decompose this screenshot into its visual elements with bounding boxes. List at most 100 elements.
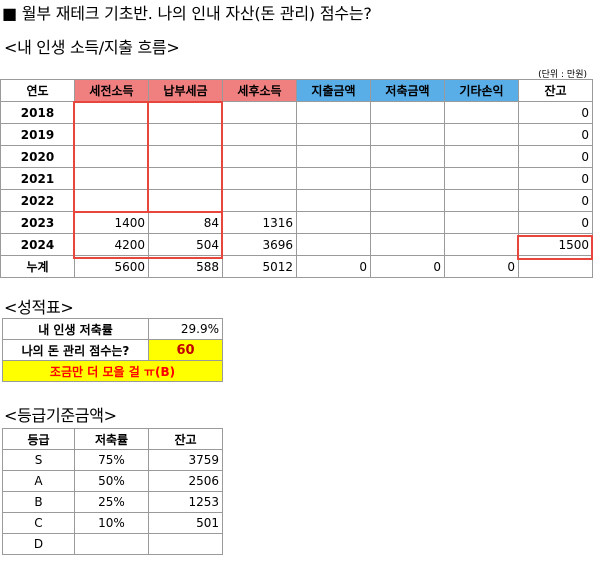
header-year[interactable]: 연도 xyxy=(0,79,75,102)
table-cell[interactable]: 3696 xyxy=(222,233,297,256)
grade-header-rate[interactable]: 저축률 xyxy=(74,428,149,450)
grade-row: B 25% 1253 xyxy=(2,491,223,513)
rate-cell[interactable]: 10% xyxy=(74,512,149,534)
table-cell[interactable]: 1500 xyxy=(518,233,593,256)
year-cell[interactable]: 2020 xyxy=(0,145,75,168)
table-cell[interactable]: 504 xyxy=(148,233,223,256)
header-savings[interactable]: 저축금액 xyxy=(370,79,445,102)
table-cell[interactable] xyxy=(370,123,445,146)
table-cell[interactable]: 0 xyxy=(370,255,445,278)
table-cell[interactable] xyxy=(444,167,519,190)
table-cell[interactable] xyxy=(74,167,149,190)
table-cell[interactable] xyxy=(370,211,445,234)
table-cell[interactable] xyxy=(444,211,519,234)
grade-cell[interactable]: A xyxy=(2,470,75,492)
table-cell[interactable]: 0 xyxy=(296,255,371,278)
rate-cell[interactable]: 50% xyxy=(74,470,149,492)
table-cell[interactable]: 0 xyxy=(518,167,593,190)
balance-cell[interactable]: 2506 xyxy=(148,470,223,492)
table-cell[interactable]: 1400 xyxy=(74,211,149,234)
table-cell[interactable] xyxy=(444,101,519,124)
table-cell[interactable] xyxy=(296,233,371,256)
table-cell[interactable] xyxy=(296,101,371,124)
table-cell[interactable] xyxy=(222,123,297,146)
table-cell[interactable] xyxy=(444,123,519,146)
balance-cell[interactable]: 501 xyxy=(148,512,223,534)
table-cell[interactable] xyxy=(148,145,223,168)
grade-header-balance[interactable]: 잔고 xyxy=(148,428,223,450)
table-cell[interactable]: 0 xyxy=(518,123,593,146)
scorecard-table: 내 인생 저축률 29.9% 나의 돈 관리 점수는? 60 조금만 더 모을 … xyxy=(2,318,223,382)
table-cell[interactable]: 84 xyxy=(148,211,223,234)
table-cell[interactable]: 1316 xyxy=(222,211,297,234)
grade-header-grade[interactable]: 등급 xyxy=(2,428,75,450)
table-cell[interactable] xyxy=(74,145,149,168)
header-expense[interactable]: 지출금액 xyxy=(296,79,371,102)
table-cell[interactable] xyxy=(370,101,445,124)
balance-cell[interactable]: 1253 xyxy=(148,491,223,513)
table-cell[interactable] xyxy=(370,189,445,212)
year-cell[interactable]: 2022 xyxy=(0,189,75,212)
table-cell[interactable]: 0 xyxy=(518,145,593,168)
table-cell[interactable] xyxy=(370,233,445,256)
grade-cell[interactable]: C xyxy=(2,512,75,534)
balance-cell[interactable] xyxy=(148,533,223,555)
table-cell[interactable] xyxy=(222,145,297,168)
rate-cell[interactable]: 25% xyxy=(74,491,149,513)
rate-cell[interactable]: 75% xyxy=(74,449,149,471)
table-cell[interactable] xyxy=(74,101,149,124)
year-cell[interactable]: 2019 xyxy=(0,123,75,146)
table-cell[interactable]: 0 xyxy=(518,101,593,124)
table-cell[interactable] xyxy=(222,189,297,212)
header-tax-paid[interactable]: 납부세금 xyxy=(148,79,223,102)
table-cell[interactable]: 588 xyxy=(148,255,223,278)
grade-cell[interactable]: S xyxy=(2,449,75,471)
grade-cell[interactable]: D xyxy=(2,533,75,555)
table-cell[interactable] xyxy=(444,189,519,212)
table-cell[interactable] xyxy=(296,189,371,212)
table-cell[interactable] xyxy=(296,145,371,168)
savings-rate-value[interactable]: 29.9% xyxy=(148,318,223,340)
table-cell[interactable] xyxy=(148,123,223,146)
table-cell[interactable] xyxy=(148,101,223,124)
table-cell[interactable] xyxy=(148,167,223,190)
table-cell[interactable] xyxy=(444,145,519,168)
table-row: 2023 1400 84 1316 0 xyxy=(0,211,593,234)
header-other-gain[interactable]: 기타손익 xyxy=(444,79,519,102)
grade-cell[interactable]: B xyxy=(2,491,75,513)
header-pretax-income[interactable]: 세전소득 xyxy=(74,79,149,102)
table-cell[interactable] xyxy=(370,167,445,190)
rate-cell[interactable] xyxy=(74,533,149,555)
table-cell[interactable]: 0 xyxy=(444,255,519,278)
table-row: 누계 5600 588 5012 0 0 0 xyxy=(0,255,593,278)
score-value[interactable]: 60 xyxy=(148,339,223,361)
header-balance[interactable]: 잔고 xyxy=(518,79,593,102)
balance-cell[interactable]: 3759 xyxy=(148,449,223,471)
table-row: 2021 0 xyxy=(0,167,593,190)
table-cell[interactable]: 5012 xyxy=(222,255,297,278)
year-cell[interactable]: 2023 xyxy=(0,211,75,234)
table-cell[interactable]: 0 xyxy=(518,189,593,212)
table-cell[interactable] xyxy=(74,189,149,212)
table-cell[interactable]: 0 xyxy=(518,211,593,234)
table-cell[interactable] xyxy=(296,123,371,146)
year-cell[interactable]: 2021 xyxy=(0,167,75,190)
year-cell[interactable]: 2018 xyxy=(0,101,75,124)
table-cell[interactable] xyxy=(74,123,149,146)
score-message[interactable]: 조금만 더 모을 걸 ㅠ(B) xyxy=(2,360,223,382)
table-cell[interactable] xyxy=(222,101,297,124)
table-cell[interactable] xyxy=(222,167,297,190)
table-cell[interactable] xyxy=(444,233,519,256)
table-cell[interactable] xyxy=(148,189,223,212)
section-title-grade: <등급기준금액> xyxy=(4,406,117,425)
table-cell[interactable]: 5600 xyxy=(74,255,149,278)
table-cell[interactable]: 4200 xyxy=(74,233,149,256)
table-cell[interactable] xyxy=(370,145,445,168)
year-cell[interactable]: 누계 xyxy=(0,255,75,278)
header-aftertax-income[interactable]: 세후소득 xyxy=(222,79,297,102)
table-cell[interactable] xyxy=(296,167,371,190)
grade-row: A 50% 2506 xyxy=(2,470,223,492)
year-cell[interactable]: 2024 xyxy=(0,233,75,256)
table-cell[interactable] xyxy=(296,211,371,234)
table-cell[interactable] xyxy=(518,255,593,278)
